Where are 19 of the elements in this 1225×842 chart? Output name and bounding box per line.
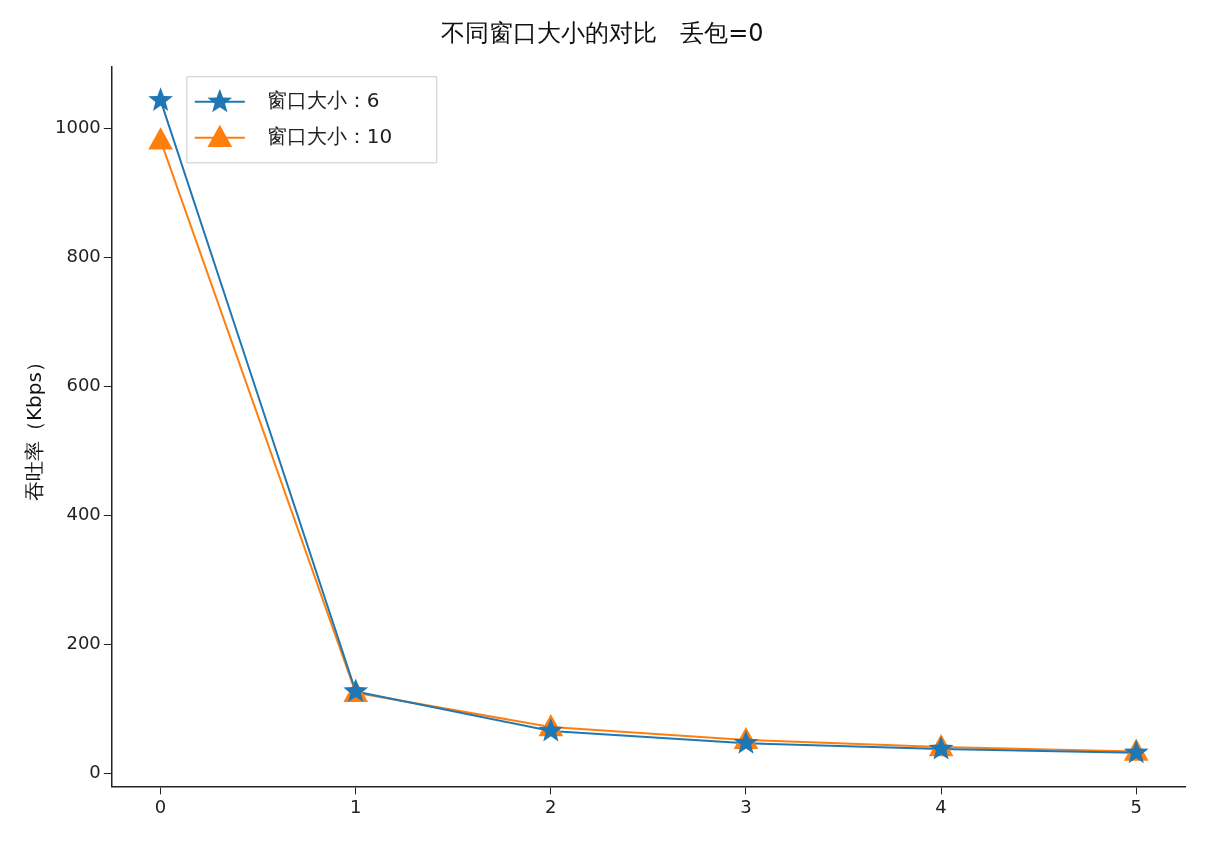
x-tick-label: 2	[545, 795, 557, 817]
x-tick-label: 5	[1130, 795, 1142, 817]
x-tick-label: 4	[935, 795, 947, 817]
point	[538, 717, 564, 742]
legend-label: 窗口大小：10	[266, 124, 393, 148]
y-tick-label: 1000	[55, 115, 101, 137]
x-tick-label: 0	[154, 795, 167, 817]
legend-label: 窗口大小：6	[266, 88, 380, 112]
x-tick-label: 1	[349, 795, 362, 817]
chart-title: 不同窗口大小的对比 丢包=0	[441, 18, 764, 47]
y-tick-label: 200	[66, 632, 101, 654]
point	[148, 127, 173, 150]
x-tick-label: 3	[740, 795, 752, 817]
y-tick-label: 600	[66, 373, 101, 395]
y-axis-title: 吞吐率（Kbps）	[22, 352, 47, 502]
y-tick-label: 400	[66, 503, 101, 525]
point	[148, 87, 173, 111]
y-tick-label: 0	[89, 761, 101, 783]
y-tick-label: 800	[66, 244, 101, 266]
